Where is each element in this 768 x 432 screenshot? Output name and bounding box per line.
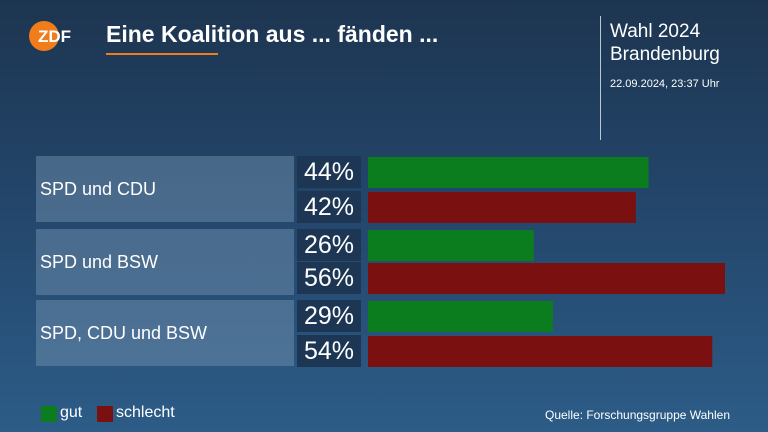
bar-gut-spd-bsw	[368, 230, 534, 261]
data-label-gut-spd-cdu-bsw: 29%	[297, 300, 361, 332]
election-title: Wahl 2024 Brandenburg	[610, 20, 720, 66]
category-label-spd-cdu: SPD und CDU	[36, 156, 294, 222]
category-label-spd-bsw: SPD und BSW	[36, 229, 294, 295]
data-label-gut-spd-bsw: 26%	[297, 229, 361, 261]
source-note: Quelle: Forschungsgruppe Wahlen	[545, 408, 730, 422]
title-underline	[106, 53, 218, 55]
data-label-gut-spd-cdu: 44%	[297, 156, 361, 188]
legend-label-gut: gut	[60, 404, 83, 421]
category-label-spd-cdu-bsw: SPD, CDU und BSW	[36, 300, 294, 366]
legend-label-schlecht: schlecht	[116, 404, 175, 421]
election-line-1: Wahl 2024	[610, 21, 701, 42]
logo-text: ZDF	[38, 27, 71, 46]
data-label-schlecht-spd-cdu-bsw: 54%	[297, 335, 361, 367]
bar-schlecht-spd-bsw	[368, 263, 725, 294]
election-line-2: Brandenburg	[610, 44, 720, 65]
legend-swatch-gut	[41, 406, 57, 422]
bar-gut-spd-cdu	[368, 157, 649, 188]
bar-schlecht-spd-cdu-bsw	[368, 336, 713, 367]
bar-schlecht-spd-cdu	[368, 192, 636, 223]
timestamp: 22.09.2024, 23:37 Uhr	[610, 78, 720, 90]
data-label-schlecht-spd-bsw: 56%	[297, 262, 361, 294]
bar-gut-spd-cdu-bsw	[368, 301, 553, 332]
header-divider	[600, 16, 601, 140]
chart-title: Eine Koalition aus ... fänden ...	[106, 21, 439, 47]
legend-swatch-schlecht	[97, 406, 113, 422]
data-label-schlecht-spd-cdu: 42%	[297, 191, 361, 223]
zdf-logo: ZDF	[29, 21, 71, 51]
